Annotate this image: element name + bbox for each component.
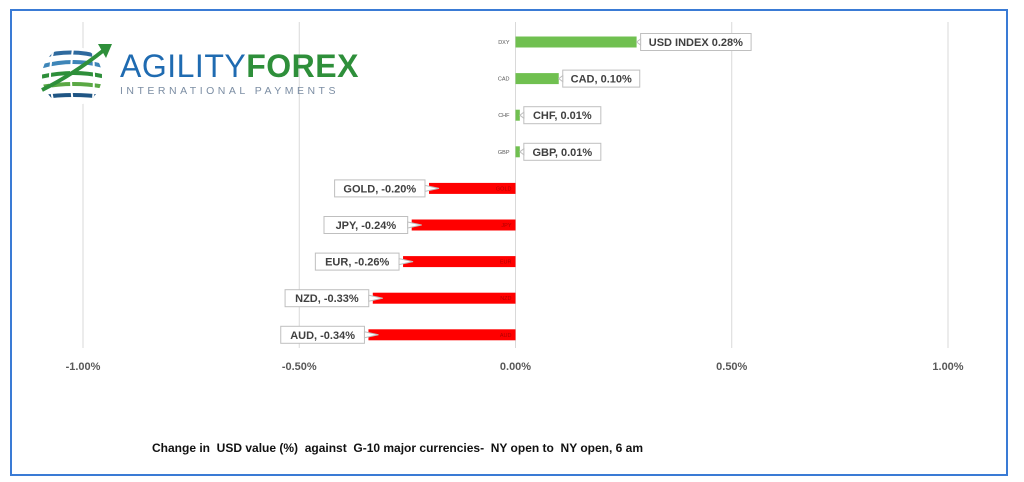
- logo-tagline: INTERNATIONAL PAYMENTS: [120, 85, 339, 97]
- bar: [403, 256, 516, 268]
- bar: [515, 109, 520, 121]
- category-label: GOLD: [496, 186, 512, 192]
- data-label-pointer: [557, 74, 564, 83]
- logo-wordmark: AGILITYFOREX: [120, 50, 359, 82]
- data-label: GBP, 0.01%: [532, 147, 592, 159]
- data-label-pointer: [363, 331, 379, 339]
- data-label-pointer: [635, 38, 642, 46]
- bar: [411, 219, 516, 231]
- data-label: CAD, 0.10%: [571, 74, 632, 86]
- x-tick-label: 0.50%: [716, 361, 747, 373]
- bar: [372, 292, 516, 304]
- data-label-pointer: [368, 294, 383, 302]
- bar: [515, 146, 520, 158]
- data-label-pointer: [398, 257, 414, 266]
- bar: [515, 36, 637, 48]
- logo-word-agility: AGILITY: [120, 48, 247, 84]
- data-label: AUD, -0.34%: [290, 330, 355, 342]
- category-label: CHF: [498, 113, 510, 119]
- data-label-pointer: [518, 147, 525, 156]
- data-label: JPY, -0.24%: [336, 220, 397, 232]
- bar: [429, 182, 516, 194]
- data-label: GOLD, -0.20%: [343, 183, 416, 195]
- category-label: GBP: [498, 150, 510, 156]
- globe-arrow-icon: [41, 44, 112, 106]
- category-label: NZD: [500, 296, 511, 302]
- agility-forex-logo: AGILITYFOREX INTERNATIONAL PAYMENTS: [34, 38, 358, 112]
- data-label-pointer: [424, 184, 440, 193]
- category-label: JPY: [501, 223, 511, 229]
- x-tick-label: -1.00%: [66, 361, 101, 373]
- logo-word-forex: FOREX: [246, 48, 359, 84]
- bar: [368, 329, 516, 341]
- category-label: AUD: [500, 333, 512, 339]
- x-tick-label: 1.00%: [932, 361, 963, 373]
- data-label-pointer: [407, 221, 422, 229]
- category-label: EUR: [500, 260, 512, 266]
- x-tick-label: 0.00%: [500, 361, 531, 373]
- data-label: USD INDEX 0.28%: [649, 37, 743, 49]
- chart-caption: Change in USD value (%) against G-10 maj…: [152, 441, 644, 455]
- category-label: DXY: [498, 40, 510, 46]
- data-label: CHF, 0.01%: [533, 110, 592, 122]
- data-label: NZD, -0.33%: [295, 293, 359, 305]
- x-tick-label: -0.50%: [282, 361, 317, 373]
- data-label: EUR, -0.26%: [325, 257, 389, 269]
- bar: [515, 73, 559, 85]
- category-label: CAD: [498, 77, 510, 83]
- chart-frame: [10, 9, 1008, 476]
- data-label-pointer: [518, 111, 525, 120]
